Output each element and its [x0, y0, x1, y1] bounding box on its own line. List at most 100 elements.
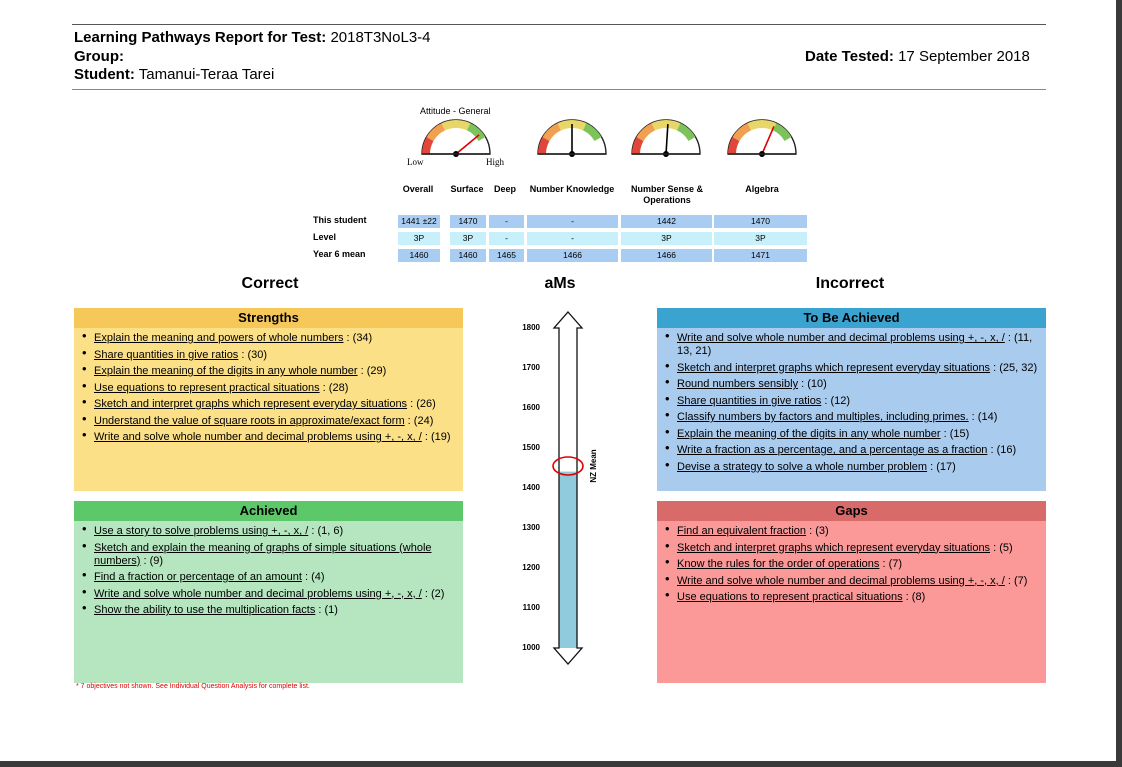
question-count: : (7): [879, 558, 903, 570]
attitude-gauge: [631, 119, 701, 157]
strengths-item: Sketch and interpret graphs which repres…: [82, 395, 463, 411]
row-this-student: This student: [313, 215, 367, 225]
ams-tick-label: 1100: [522, 603, 540, 612]
achieved-link[interactable]: Sketch and explain the meaning of graphs…: [94, 541, 432, 567]
cell-this-student-3: -: [527, 215, 618, 228]
cell-year6-mean-4: 1466: [621, 249, 712, 262]
col-deep: Deep: [493, 184, 516, 194]
report-value: 2018T3NoL3-4: [330, 29, 431, 46]
correct-heading: Correct: [241, 275, 299, 292]
gaps-item: Know the rules for the order of operatio…: [665, 555, 1046, 571]
strengths-panel: Strengths Explain the meaning and powers…: [74, 308, 463, 491]
to-be-achieved-link[interactable]: Explain the meaning of the digits in any…: [677, 427, 941, 440]
to-be-achieved-item: Sketch and interpret graphs which repres…: [665, 359, 1046, 375]
gaps-link[interactable]: Write and solve whole number and decimal…: [677, 574, 1005, 587]
achieved-title: Achieved: [74, 501, 463, 521]
cell-level-0: 3P: [398, 232, 440, 245]
ams-tick-label: 1700: [522, 363, 540, 372]
ams-tick-label: 1500: [522, 443, 540, 452]
ams-tick-label: 1800: [522, 323, 540, 332]
question-count: : (26): [407, 398, 436, 410]
gaps-item: Find an equivalent fraction : (3): [665, 522, 1046, 538]
gaps-link[interactable]: Know the rules for the order of operatio…: [677, 558, 880, 570]
strengths-link[interactable]: Understand the value of square roots in …: [94, 414, 405, 427]
to-be-achieved-link[interactable]: Round numbers sensibly: [677, 378, 799, 390]
gauge-high-label: High: [486, 157, 504, 167]
cell-year6-mean-0: 1460: [398, 249, 440, 262]
strengths-link[interactable]: Explain the meaning of the digits in any…: [94, 365, 358, 377]
question-count: : (1): [315, 604, 338, 616]
to-be-achieved-item: Share quantities in give ratios : (12): [665, 392, 1046, 408]
achieved-item: Sketch and explain the meaning of graphs…: [82, 539, 463, 568]
gaps-panel: Gaps Find an equivalent fraction : (3) Sk…: [657, 501, 1046, 683]
strengths-item: Understand the value of square roots in …: [82, 412, 463, 428]
gaps-link[interactable]: Find an equivalent fraction: [677, 525, 807, 537]
question-count: : (12): [821, 394, 851, 407]
achieved-item: Find a fraction or percentage of an amou…: [82, 568, 463, 584]
gaps-item: Use equations to represent practical sit…: [665, 588, 1046, 604]
student-level-fill: [559, 471, 577, 648]
top-rule: [72, 24, 1046, 25]
nz-mean-marker: [552, 456, 584, 476]
question-count: : (7): [1004, 574, 1028, 587]
gaps-item: Write and solve whole number and decimal…: [665, 572, 1046, 588]
to-be-achieved-link[interactable]: Classify numbers by factors and multiple…: [677, 411, 969, 423]
to-be-achieved-link[interactable]: Sketch and interpret graphs which repres…: [677, 361, 991, 374]
ams-tick-label: 1400: [522, 483, 540, 492]
ams-scale: NZ Mean: [552, 311, 598, 665]
cell-level-5: 3P: [714, 232, 807, 245]
question-count: : (34): [343, 332, 373, 344]
to-be-achieved-link[interactable]: Devise a strategy to solve a whole numbe…: [677, 460, 928, 473]
group-line: Group:: [74, 48, 124, 66]
student-value: Tamanui-Teraa Tarei: [138, 66, 275, 83]
strengths-link[interactable]: Use equations to represent practical sit…: [94, 381, 320, 394]
strengths-item: Explain the meaning and powers of whole …: [82, 329, 463, 345]
gaps-link[interactable]: Sketch and interpret graphs which repres…: [677, 541, 991, 554]
to-be-achieved-item: Explain the meaning of the digits in any…: [665, 425, 1046, 441]
to-be-achieved-link[interactable]: Write a fraction as a percentage, and a …: [677, 444, 988, 456]
strengths-link[interactable]: Sketch and interpret graphs which repres…: [94, 398, 408, 410]
strengths-link[interactable]: Share quantities in give ratios: [94, 348, 239, 361]
question-count: : (3): [806, 525, 829, 537]
achieved-link[interactable]: Write and solve whole number and decimal…: [94, 587, 422, 600]
cell-this-student-2: -: [489, 215, 524, 228]
question-count: : (9): [140, 554, 164, 567]
gaps-link[interactable]: Use equations to represent practical sit…: [677, 591, 903, 603]
attitude-gauges: [421, 119, 797, 157]
cell-this-student-0: 1441 ±22: [398, 215, 440, 228]
achieved-link[interactable]: Use a story to solve problems using +, -…: [94, 525, 309, 537]
col-surface: Surface: [450, 184, 484, 194]
date-value: 17 September 2018: [898, 48, 1030, 65]
nz-mean-label: NZ Mean: [589, 449, 598, 482]
question-count: : (8): [902, 591, 926, 603]
attitude-title: Attitude - General: [420, 106, 491, 116]
strengths-link[interactable]: Explain the meaning and powers of whole …: [94, 332, 344, 344]
strengths-link[interactable]: Write and solve whole number and decimal…: [94, 431, 422, 443]
question-count: : (24): [404, 414, 434, 427]
incorrect-heading: Incorrect: [815, 275, 885, 292]
to-be-achieved-link[interactable]: Share quantities in give ratios: [677, 394, 822, 407]
to-be-achieved-item: Round numbers sensibly : (10): [665, 375, 1046, 391]
strengths-item: Explain the meaning of the digits in any…: [82, 362, 463, 378]
gaps-item: Sketch and interpret graphs which repres…: [665, 539, 1046, 555]
ams-tick-label: 1000: [522, 643, 540, 652]
to-be-achieved-item: Write and solve whole number and decimal…: [665, 329, 1046, 358]
to-be-achieved-link[interactable]: Write and solve whole number and decimal…: [677, 332, 1005, 344]
question-count: : (19): [421, 431, 451, 443]
cell-level-4: 3P: [621, 232, 712, 245]
cell-year6-mean-1: 1460: [450, 249, 486, 262]
question-count: : (5): [990, 541, 1013, 554]
question-count: : (29): [357, 365, 387, 377]
gauge-low-label: Low: [407, 157, 424, 167]
strengths-item: Write and solve whole number and decimal…: [82, 428, 463, 444]
attitude-gauge: [537, 119, 607, 157]
achieved-link[interactable]: Show the ability to use the multiplicati…: [94, 604, 316, 616]
to-be-achieved-item: Classify numbers by factors and multiple…: [665, 408, 1046, 424]
question-count: : (10): [798, 378, 827, 390]
cell-year6-mean-3: 1466: [527, 249, 618, 262]
scale-arrow: [552, 311, 584, 665]
achieved-link[interactable]: Find a fraction or percentage of an amou…: [94, 571, 302, 583]
strengths-item: Share quantities in give ratios : (30): [82, 346, 463, 362]
question-count: : (28): [319, 381, 349, 394]
question-count: : (2): [421, 587, 445, 600]
